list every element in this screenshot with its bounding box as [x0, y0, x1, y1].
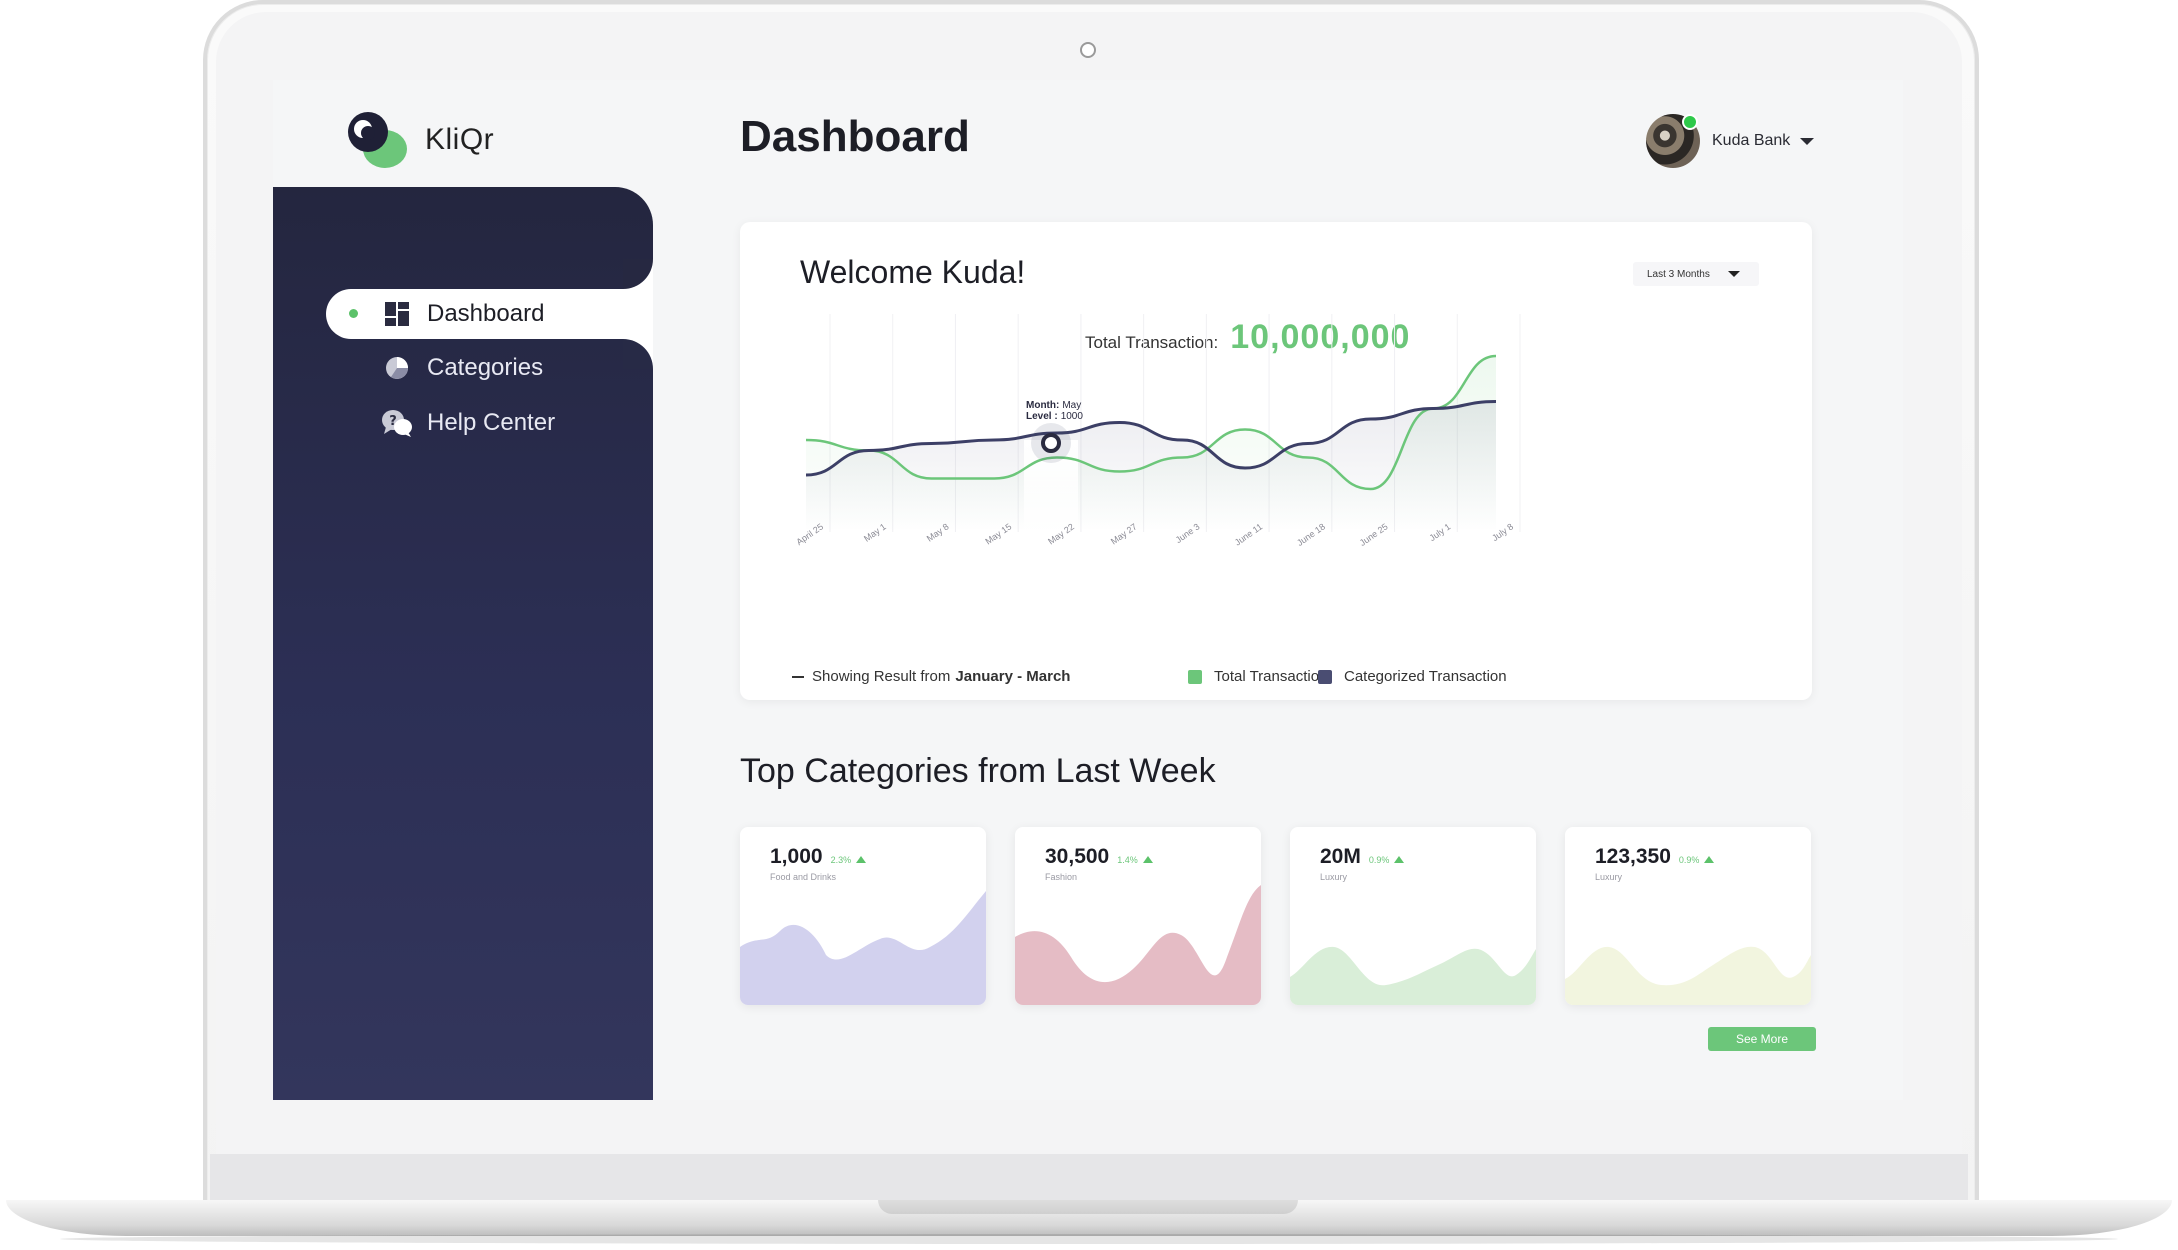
category-change: 0.9% [1368, 855, 1390, 865]
range-select[interactable]: Last 3 Months [1633, 262, 1759, 286]
category-change: 1.4% [1117, 855, 1138, 865]
category-card[interactable]: 123,350 0.9% Luxury [1565, 827, 1811, 1005]
kliqr-logo-icon [341, 107, 417, 173]
help-chat-icon: ? [381, 407, 413, 439]
nav-active-curve [623, 339, 653, 369]
nav-active-curve [623, 259, 653, 289]
legend-swatch-green [1188, 669, 1202, 684]
category-change: 2.3% [830, 855, 852, 865]
avatar [1646, 114, 1700, 168]
showing-result-range: January - March [955, 668, 1071, 685]
total-transaction-label: Total Transaction: [1085, 333, 1219, 352]
category-card-head: 30,500 1.4% [1045, 845, 1153, 869]
legend-dash [792, 675, 804, 678]
legend-label: Categorized Transaction [1344, 668, 1507, 685]
pie-chart-icon [381, 352, 413, 384]
svg-text:?: ? [389, 414, 397, 429]
tooltip-level: 1000 [1061, 411, 1084, 422]
showing-result: Showing Result from January - March [792, 668, 1070, 685]
see-more-button[interactable]: See More [1708, 1027, 1816, 1051]
trend-up-icon [856, 856, 867, 863]
svg-text:Level :1000: Level :1000 [1026, 411, 1083, 422]
laptop-shadow [60, 1234, 2118, 1244]
sidebar-item-categories[interactable]: Categories [381, 343, 543, 393]
legend-label: Total Transaction [1214, 668, 1328, 685]
series-area [806, 401, 1496, 532]
chevron-down-icon [1800, 137, 1815, 145]
online-status-dot [1682, 114, 1698, 130]
trend-up-icon [1394, 856, 1405, 863]
brand[interactable]: KliQr [341, 108, 494, 172]
laptop-notch [878, 1200, 1298, 1214]
app-screen: KliQr Dashboard Categories [273, 80, 1903, 1100]
category-change: 0.9% [1678, 855, 1700, 865]
category-value: 123,350 [1595, 845, 1671, 868]
overview-card: Welcome Kuda! Last 3 Months Total Transa… [740, 222, 1812, 700]
user-menu[interactable]: Kuda Bank [1646, 114, 1815, 168]
category-card-head: 20M 0.9% [1320, 845, 1405, 869]
trend-up-icon [1142, 856, 1153, 863]
category-label: Food and Drinks [770, 872, 837, 882]
tooltip-month: May [1062, 400, 1081, 411]
category-card[interactable]: 30,500 1.4% Fashion [1015, 827, 1261, 1005]
trend-up-icon [1704, 856, 1715, 863]
chart-focus-point[interactable] [1041, 433, 1061, 453]
category-card[interactable]: 20M 0.9% Luxury [1290, 827, 1536, 1005]
category-card[interactable]: 1,000 2.3% Food and Drinks [740, 827, 986, 1005]
nav-active-highlight [326, 289, 653, 339]
showing-result-prefix: Showing Result from [812, 668, 951, 685]
series-line-categorized [805, 400, 1497, 477]
app-name: KliQr [425, 123, 495, 156]
category-sparkline [740, 891, 986, 1005]
camera-icon [1080, 42, 1096, 58]
series-line-total [805, 354, 1497, 491]
chart-tooltip: Month: May Level :1000 [1026, 400, 1083, 422]
legend-item-total: Total Transaction [1188, 668, 1327, 685]
category-value: 20M [1320, 845, 1361, 868]
category-card-head: 123,350 0.9% [1595, 845, 1715, 869]
transactions-line-chart: April 25 May 1 May 8 May 15 May 22 May 27 June… [794, 314, 1521, 548]
svg-text:Month:May: Month: May [1026, 400, 1081, 411]
chevron-down-icon [1727, 271, 1740, 277]
category-sparkline [1290, 946, 1536, 1005]
total-transaction: Total Transaction: 10,000,000 [1085, 318, 1410, 357]
section-title: Top Categories from Last Week [740, 752, 1216, 790]
category-label: Luxury [1595, 872, 1623, 882]
sidebar-item-label: Dashboard [427, 300, 545, 327]
legend-item-categorized: Categorized Transaction [1318, 668, 1507, 685]
page-title: Dashboard [740, 112, 970, 161]
sidebar-item-label: Categories [427, 354, 544, 381]
category-label: Luxury [1320, 872, 1348, 882]
active-indicator-dot [349, 309, 358, 318]
user-name: Kuda Bank [1712, 132, 1791, 149]
category-value: 1,000 [770, 845, 823, 868]
total-transaction-value: 10,000,000 [1230, 318, 1411, 356]
category-value: 30,500 [1045, 845, 1110, 868]
category-sparkline [1015, 885, 1261, 1005]
dashboard-icon [381, 298, 413, 330]
laptop-chin [210, 1154, 1968, 1202]
sidebar-item-dashboard[interactable]: Dashboard [381, 289, 544, 339]
legend-swatch-navy [1318, 669, 1332, 684]
tooltip-level-label: Level : [1026, 411, 1058, 422]
chart-legend: Showing Result from January - March Tota… [792, 668, 1782, 688]
tooltip-month-label: Month: [1026, 400, 1059, 411]
category-card-head: 1,000 2.3% [770, 845, 867, 869]
range-select-value: Last 3 Months [1647, 268, 1710, 280]
sidebar-item-label: Help Center [427, 409, 556, 436]
category-sparkline [1565, 946, 1811, 1005]
category-label: Fashion [1045, 872, 1078, 882]
sidebar-item-help-center[interactable]: ? Help Center [381, 398, 555, 448]
welcome-heading: Welcome Kuda! [800, 254, 1026, 290]
sidebar [273, 187, 653, 1100]
